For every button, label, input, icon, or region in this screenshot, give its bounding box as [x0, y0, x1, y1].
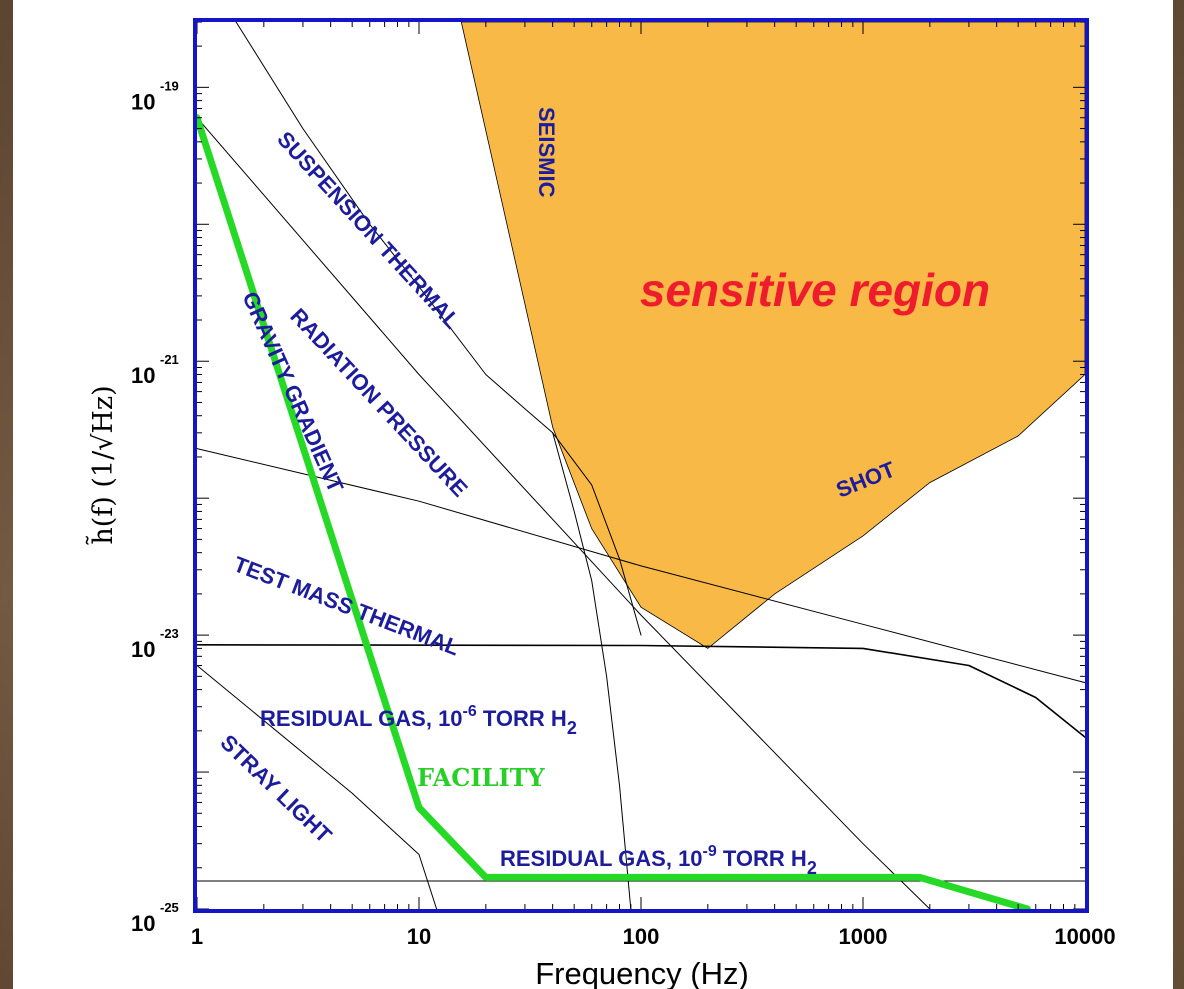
label-suspension-thermal: SUSPENSION THERMAL — [272, 126, 465, 333]
series-stray-light — [196, 665, 438, 910]
x-tick-label: 1 — [191, 924, 203, 949]
series-radiation-pressure — [196, 117, 931, 910]
series-suspension-thermal — [235, 21, 642, 636]
tick-layer: 1 10 100 1000 10000 10 -19 10 -21 10 -23 10 -25 — [131, 20, 1116, 949]
label-residual-gas-6: RESIDUAL GAS, 10-6 TORR H2 — [260, 703, 577, 738]
plot-frame — [193, 18, 1089, 913]
y-tick-exponent: -23 — [160, 626, 179, 641]
y-tick-exponent: -21 — [160, 352, 179, 367]
y-tick-label: 10 — [131, 363, 155, 388]
series-residual-gas-10-6-torr-h2 — [196, 643, 1086, 738]
y-tick-exponent: -19 — [160, 78, 179, 93]
series-test-mass-thermal — [196, 448, 1086, 684]
label-residual-gas-9: RESIDUAL GAS, 10-9 TORR H2 — [500, 843, 817, 878]
label-stray-light: STRAY LIGHT — [216, 730, 338, 849]
noise-curve-chart: 1 10 100 1000 10000 10 -19 10 -21 10 -23 10 -25 sens… — [85, 18, 1116, 989]
x-tick-label: 10 — [407, 924, 431, 949]
plot-panel: 1 10 100 1000 10000 10 -19 10 -21 10 -23 10 -25 sens… — [13, 0, 1173, 989]
y-axis-title: h̃(f) (1/√Hz) — [85, 385, 119, 545]
series-facility — [195, 114, 1031, 911]
series-seismic — [552, 432, 632, 910]
y-tick-exponent: -25 — [160, 900, 179, 915]
sensitive-region-label: sensitive region — [640, 264, 990, 316]
x-tick-label: 100 — [623, 924, 660, 949]
x-tick-label: 1000 — [839, 924, 888, 949]
label-facility: FACILITY — [417, 763, 546, 792]
y-tick-label: 10 — [131, 89, 155, 114]
curve-layer — [195, 21, 1086, 911]
label-seismic: SEISMIC — [534, 107, 559, 198]
y-tick-label: 10 — [131, 637, 155, 662]
y-tick-label: 10 — [131, 911, 155, 936]
x-axis-title: Frequency (Hz) — [535, 956, 749, 989]
x-tick-label: 10000 — [1054, 924, 1115, 949]
